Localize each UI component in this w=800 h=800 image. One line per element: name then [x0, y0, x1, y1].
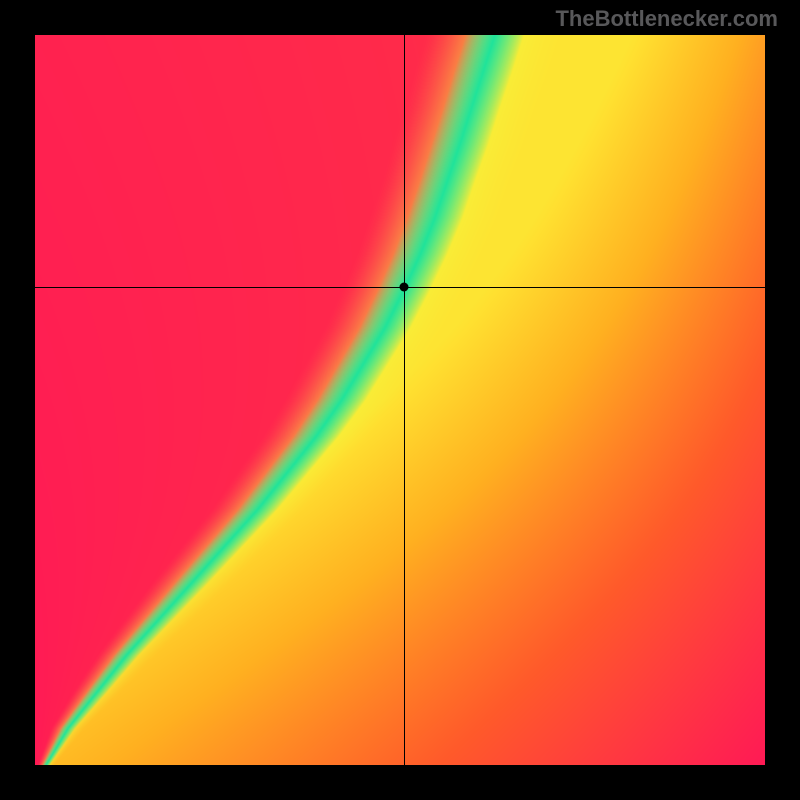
plot-area: [35, 35, 765, 765]
watermark-text: TheBottlenecker.com: [555, 6, 778, 32]
crosshair-marker: [399, 282, 408, 291]
chart-frame: TheBottlenecker.com: [0, 0, 800, 800]
heatmap-canvas: [35, 35, 765, 765]
crosshair-vertical: [404, 35, 405, 765]
